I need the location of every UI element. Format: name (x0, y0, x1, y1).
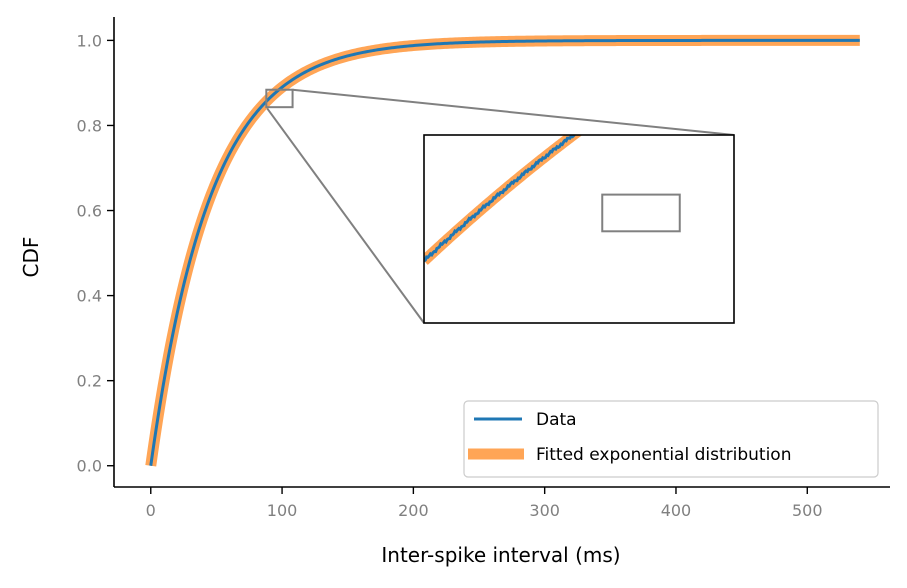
x-axis-ticks: 0 100 200 300 400 500 (146, 487, 823, 520)
y-tick-label: 1.0 (77, 31, 102, 50)
x-tick-label: 400 (661, 501, 692, 520)
x-axis-label: Inter-spike interval (ms) (381, 543, 620, 567)
y-axis-label: CDF (19, 237, 43, 278)
x-tick-label: 200 (398, 501, 429, 520)
y-tick-label: 0.0 (77, 457, 102, 476)
x-tick-label: 100 (267, 501, 298, 520)
zoom-connectors (265, 88, 735, 324)
legend-box (463, 400, 879, 478)
x-tick-label: 300 (529, 501, 560, 520)
y-axis-ticks: 0.0 0.2 0.4 0.6 0.8 1.0 (77, 31, 114, 476)
x-tick-label: 500 (792, 501, 823, 520)
inset-axes (423, 134, 735, 324)
zoom-connector-line (265, 106, 425, 324)
y-tick-label: 0.2 (77, 372, 102, 391)
inset-data-line (424, 135, 578, 263)
data-line (149, 38, 860, 466)
inset-zoom-box (601, 193, 681, 233)
inset-background (424, 135, 734, 323)
legend-label-data: Data (536, 410, 577, 430)
legend: Data Fitted exponential distribution (463, 400, 879, 478)
zoom-connector-line (292, 88, 735, 136)
y-tick-label: 0.4 (77, 287, 102, 306)
x-tick-label: 0 (146, 501, 156, 520)
y-tick-label: 0.8 (77, 116, 102, 135)
zoom-indicator-box (265, 88, 294, 109)
y-tick-label: 0.6 (77, 202, 102, 221)
legend-label-fitted: Fitted exponential distribution (536, 445, 791, 465)
inset-frame (423, 134, 735, 324)
